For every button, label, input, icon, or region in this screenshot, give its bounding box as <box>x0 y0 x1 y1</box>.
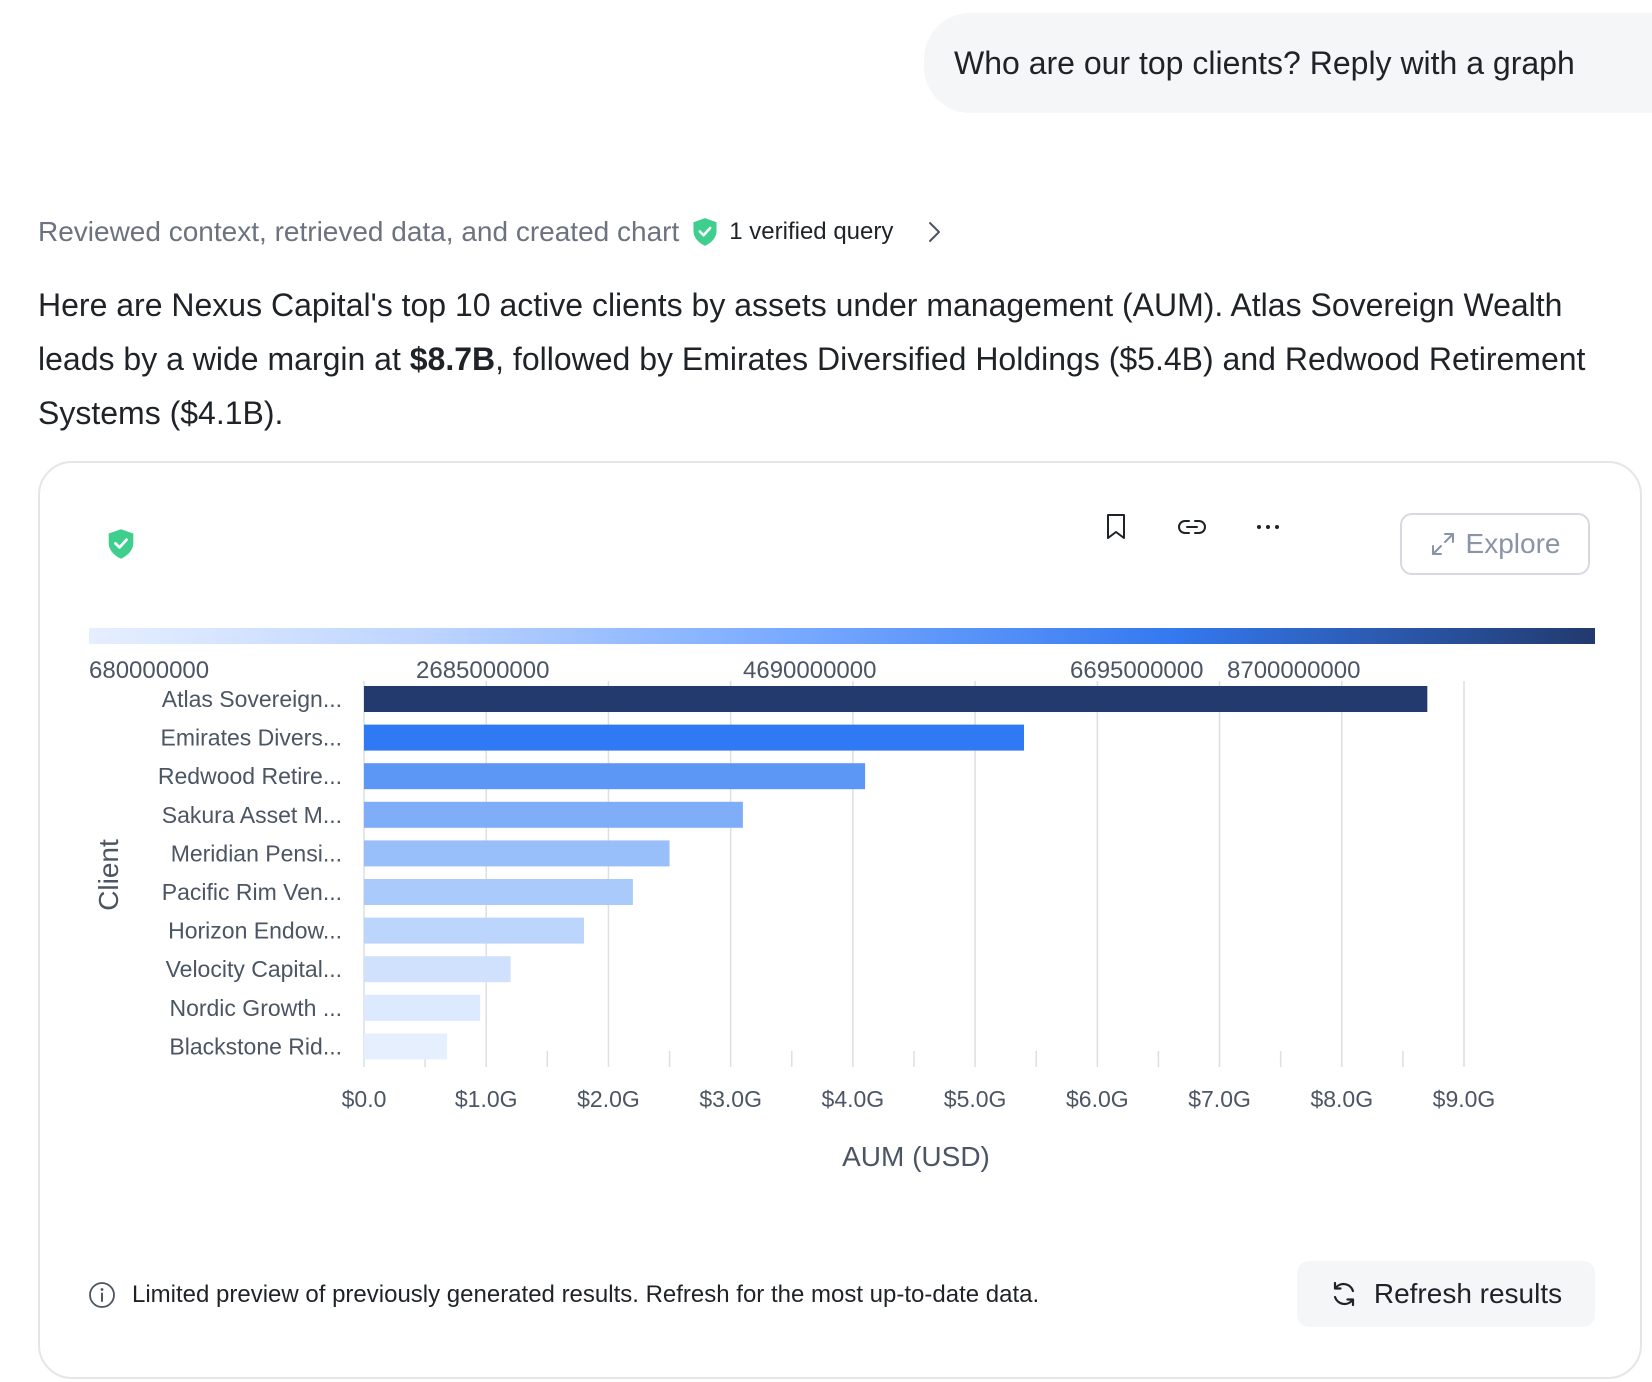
shield-check-icon <box>693 218 717 246</box>
more-icon <box>1257 525 1279 529</box>
color-legend-bar <box>89 628 1595 644</box>
x-tick-label: $8.0G <box>1310 1086 1373 1112</box>
category-label: Horizon Endow... <box>168 918 342 944</box>
assistant-summary: Here are Nexus Capital's top 10 active c… <box>38 278 1638 440</box>
bar[interactable] <box>364 724 1024 751</box>
refresh-results-button[interactable]: Refresh results <box>1297 1261 1595 1327</box>
bar[interactable] <box>364 840 670 867</box>
preview-note-text: Limited preview of previously generated … <box>132 1281 1040 1308</box>
category-label: Nordic Growth ... <box>169 995 342 1021</box>
more-options-button[interactable] <box>1250 509 1286 545</box>
bar[interactable] <box>364 879 633 905</box>
chevron-right-icon[interactable] <box>925 219 945 245</box>
explore-button[interactable]: Explore <box>1400 513 1590 575</box>
category-label: Sakura Asset M... <box>162 802 342 828</box>
x-tick-label: $5.0G <box>944 1086 1007 1112</box>
bar[interactable] <box>364 994 481 1021</box>
bookmark-button[interactable] <box>1098 509 1134 545</box>
explore-label: Explore <box>1465 528 1561 559</box>
x-axis-title: AUM (USD) <box>842 1141 990 1172</box>
color-legend-tick: 4690000000 <box>743 657 877 684</box>
x-tick-label: $4.0G <box>822 1086 885 1112</box>
status-text: Reviewed context, retrieved data, and cr… <box>38 216 680 247</box>
category-label: Pacific Rim Ven... <box>162 879 342 905</box>
x-tick-label: $0.0 <box>342 1086 387 1112</box>
bar[interactable] <box>364 956 511 983</box>
x-tick-label: $3.0G <box>699 1086 762 1112</box>
user-message-text: Who are our top clients? Reply with a gr… <box>954 44 1575 81</box>
copy-link-button[interactable] <box>1174 509 1210 545</box>
x-tick-label: $2.0G <box>577 1086 640 1112</box>
category-label: Atlas Sovereign... <box>162 686 342 712</box>
status-row[interactable]: Reviewed context, retrieved data, and cr… <box>38 212 945 252</box>
bar[interactable] <box>364 917 584 944</box>
color-legend-tick: 680000000 <box>89 657 210 684</box>
chart-category-labels: Atlas Sovereign... Emirates Divers... Redw… <box>158 686 342 1059</box>
category-label: Blackstone Rid... <box>169 1033 342 1059</box>
color-legend-tick: 2685000000 <box>416 657 550 684</box>
bar[interactable] <box>364 1033 448 1060</box>
verified-query-label: 1 verified query <box>729 218 894 245</box>
bar[interactable] <box>364 801 743 828</box>
summary-text-2: , followed by Emirates Diversified Holdi… <box>38 341 1586 431</box>
expand-icon <box>1431 533 1454 555</box>
refresh-results-label: Refresh results <box>1373 1278 1563 1309</box>
color-legend-tick: 8700000000 <box>1227 657 1361 684</box>
summary-highlight: $8.7B <box>409 341 496 377</box>
x-tick-label: $1.0G <box>455 1086 518 1112</box>
y-axis-title: Client <box>93 839 124 911</box>
x-tick-label: $6.0G <box>1066 1086 1129 1112</box>
bar[interactable] <box>364 763 866 790</box>
chart-card: Explore 680000000 2685000000 4690000000 669… <box>38 461 1642 1379</box>
user-message-bubble: Who are our top clients? Reply with a gr… <box>924 13 1652 113</box>
category-label: Redwood Retire... <box>158 763 342 789</box>
x-tick-label: $9.0G <box>1433 1086 1496 1112</box>
summary-text-1: Here are Nexus Capital's top 10 active c… <box>38 287 1563 377</box>
shield-check-icon <box>108 529 134 559</box>
category-label: Velocity Capital... <box>166 956 342 982</box>
link-icon <box>1178 520 1206 534</box>
info-icon <box>89 1282 115 1308</box>
refresh-icon <box>1333 1281 1354 1307</box>
category-label: Emirates Divers... <box>161 725 342 751</box>
chart-bars <box>364 686 1428 1060</box>
x-tick-label: $7.0G <box>1188 1086 1251 1112</box>
preview-note: Limited preview of previously generated … <box>88 1275 1039 1315</box>
bar-chart: Atlas Sovereign... Emirates Divers... Redw… <box>93 681 1496 1172</box>
bookmark-icon <box>1107 514 1125 539</box>
chart-x-tick-labels: $0.0 $1.0G $2.0G $3.0G $4.0G $5.0G $6.0G $7.0G $… <box>342 1086 1496 1112</box>
category-label: Meridian Pensi... <box>171 840 342 866</box>
bar[interactable] <box>364 686 1428 712</box>
color-legend-tick: 6695000000 <box>1070 657 1204 684</box>
